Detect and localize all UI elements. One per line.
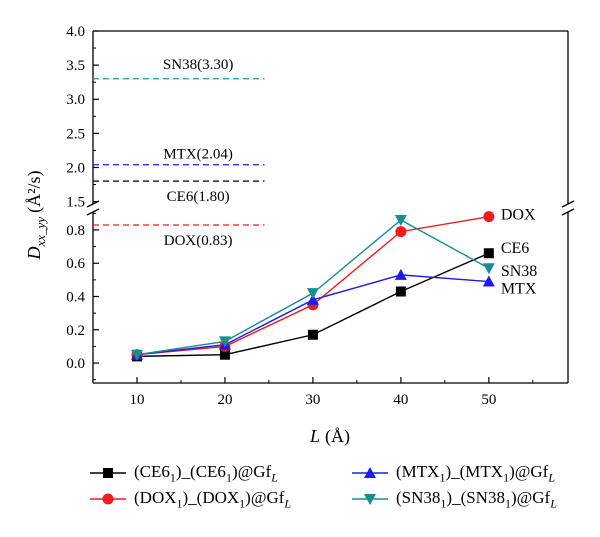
legend-label-part: (DOX [134, 488, 177, 507]
y-tick-label: 0.6 [66, 256, 85, 272]
data-point-triangle-down [218, 336, 231, 348]
axis-break-mark [561, 208, 575, 216]
legend-item-sn38: (SN381)_(SN381)@GfL [352, 488, 557, 511]
x-tick-label: 30 [305, 392, 320, 408]
legend-item-mtx: (MTX1)_(MTX1)@GfL [352, 462, 555, 485]
text-labels: 10 20 30 40 50 0.0 0.2 0.4 0.6 0.8 1.5 2.0 2.5 3.0 3.5… [66, 24, 537, 408]
data-point-triangle-down [394, 214, 407, 226]
reference-lines [93, 78, 265, 226]
legend-label-part: (SN38 [396, 488, 441, 507]
y-tick-label: 0.2 [66, 323, 85, 339]
legend-label-part: (CE6 [134, 462, 170, 481]
reference-label: SN38(3.30) [163, 57, 233, 73]
series-end-label: CE6 [501, 240, 529, 257]
y-axis-label-main: D [24, 246, 44, 260]
legend-label: (DOX1)_(DOX1)@GfL [134, 488, 292, 511]
data-point-triangle-down [364, 494, 376, 506]
data-point-triangle-down [306, 288, 319, 300]
x-tick-label: 10 [129, 392, 144, 408]
y-axis-label: Dxx_yy (Å²/s) [24, 171, 48, 261]
reference-label: MTX(2.04) [163, 147, 233, 163]
x-tick-label: 50 [481, 392, 496, 408]
y-tick-label: 4.0 [66, 24, 85, 40]
axis-break-mark [86, 208, 100, 216]
x-axis-label: L (Å) [309, 426, 350, 447]
data-point-triangle-down [482, 263, 495, 275]
x-axis-label-main: L [309, 426, 320, 446]
legend-swatch [352, 467, 388, 479]
y-tick-label: 2.5 [66, 126, 85, 142]
axis-ticks [92, 30, 534, 383]
legend-label-part: )_(SN38 [446, 488, 505, 507]
data-point-square [307, 329, 318, 340]
reference-label: DOX(0.83) [164, 233, 233, 249]
legend-label-part: )@Gf [245, 488, 285, 507]
y-axis-label-unit: (Å²/s) [24, 171, 45, 213]
legend: (CE61)_(CE61)@GfL (DOX1)_(DOX1)@GfL (MTX1)… [90, 460, 590, 530]
legend-swatch [90, 493, 126, 505]
data-point-triangle-up [394, 268, 407, 280]
data-point-square [395, 286, 406, 297]
data-point-square [103, 468, 113, 479]
legend-label-part: 1 [439, 470, 446, 485]
series-end-label: MTX [501, 281, 537, 298]
data-point-circle [395, 226, 407, 238]
data-point-circle [483, 211, 495, 223]
legend-label-part: L [271, 470, 278, 485]
legend-label-part: )@Gf [510, 488, 551, 507]
y-tick-label: 2.0 [66, 160, 85, 176]
data-point-triangle-up [306, 293, 319, 305]
x-axis-label-unit: (Å) [325, 426, 350, 447]
legend-label-part: )@Gf [509, 462, 549, 481]
legend-label-part: (MTX [396, 462, 440, 481]
legend-label-part: 1 [176, 496, 183, 511]
legend-label-part: 1 [503, 470, 510, 485]
legend-label-part: )_(CE6 [175, 462, 226, 481]
data-point-triangle-up [482, 275, 495, 287]
y-tick-label: 0.4 [66, 289, 85, 305]
axis-break-mark [561, 200, 575, 208]
y-tick-label: 3.0 [66, 92, 85, 108]
legend-item-ce6: (CE61)_(CE61)@GfL [90, 462, 278, 485]
legend-label-part: L [284, 496, 292, 511]
y-tick-label: 0.8 [66, 223, 85, 239]
x-tick-label: 20 [217, 392, 232, 408]
legend-swatch [90, 468, 126, 479]
reference-label: CE6(1.80) [167, 189, 230, 205]
y-tick-label: 0.0 [66, 356, 85, 372]
legend-label-part: 1 [225, 470, 232, 485]
series-end-label: DOX [501, 207, 536, 224]
data-point-triangle-up [364, 467, 376, 479]
legend-label-part: )@Gf [231, 462, 272, 481]
series-line-mtx [136, 274, 489, 356]
legend-item-dox: (DOX1)_(DOX1)@GfL [90, 488, 291, 511]
legend-label: (SN381)_(SN381)@GfL [396, 488, 557, 511]
data-point-triangle-down [130, 349, 143, 361]
series-markers [130, 211, 495, 362]
legend-label-part: L [548, 470, 556, 485]
data-point-square [219, 349, 230, 360]
legend-label-part: 1 [504, 496, 511, 511]
x-tick-label: 40 [393, 392, 408, 408]
y-axis-label-sub: xx_yy [33, 217, 48, 248]
legend-label-part: 1 [169, 470, 176, 485]
legend-label-part: )_(DOX [182, 488, 240, 507]
data-point-square [483, 248, 494, 259]
legend-label-part: 1 [440, 496, 447, 511]
legend-label: (CE61)_(CE61)@GfL [134, 462, 278, 485]
y-tick-label: 3.5 [66, 58, 85, 74]
y-tick-label: 1.5 [66, 195, 85, 211]
legend-label-part: )_(MTX [445, 462, 504, 481]
legend-label-part: L [550, 496, 557, 511]
data-point-circle [102, 493, 114, 505]
series-end-label: SN38 [501, 263, 537, 280]
legend-swatch [352, 494, 388, 506]
legend-label: (MTX1)_(MTX1)@GfL [396, 462, 556, 485]
legend-label-part: 1 [239, 496, 246, 511]
